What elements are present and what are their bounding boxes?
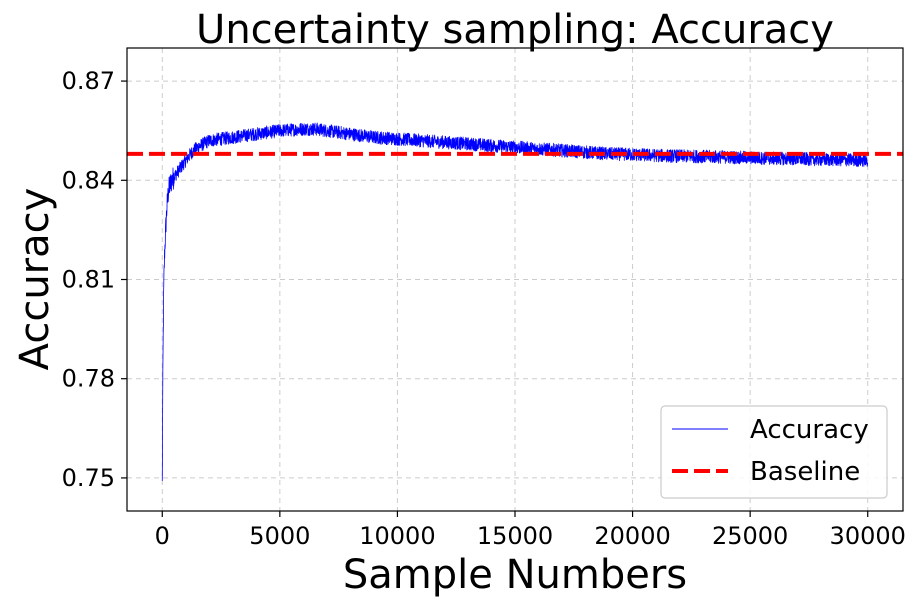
legend-baseline-label: Baseline (750, 457, 860, 487)
y-tick-label-1: 0.78 (62, 365, 115, 393)
y-tick-label-2: 0.81 (62, 266, 115, 294)
x-tick-label-0: 0 (155, 522, 170, 550)
legend: Accuracy Baseline (660, 405, 888, 499)
y-ticks: 0.75 0.78 0.81 0.84 0.87 (62, 67, 127, 492)
y-tick-label-4: 0.87 (62, 67, 115, 95)
x-tick-label-4: 20000 (594, 522, 670, 550)
x-ticks: 0 5000 10000 15000 20000 25000 30000 (155, 511, 906, 550)
x-axis-label: Sample Numbers (343, 552, 687, 598)
x-tick-label-3: 15000 (477, 522, 553, 550)
x-tick-label-6: 30000 (830, 522, 906, 550)
x-tick-label-5: 25000 (712, 522, 788, 550)
y-tick-label-0: 0.75 (62, 464, 115, 492)
legend-accuracy-label: Accuracy (750, 415, 869, 445)
chart-title: Uncertainty sampling: Accuracy (196, 7, 834, 53)
x-tick-label-2: 10000 (359, 522, 435, 550)
x-tick-label-1: 5000 (249, 522, 310, 550)
y-tick-label-3: 0.84 (62, 166, 115, 194)
plot-area (127, 48, 903, 511)
y-axis-label: Accuracy (12, 188, 58, 371)
plot-frame (126, 47, 904, 512)
